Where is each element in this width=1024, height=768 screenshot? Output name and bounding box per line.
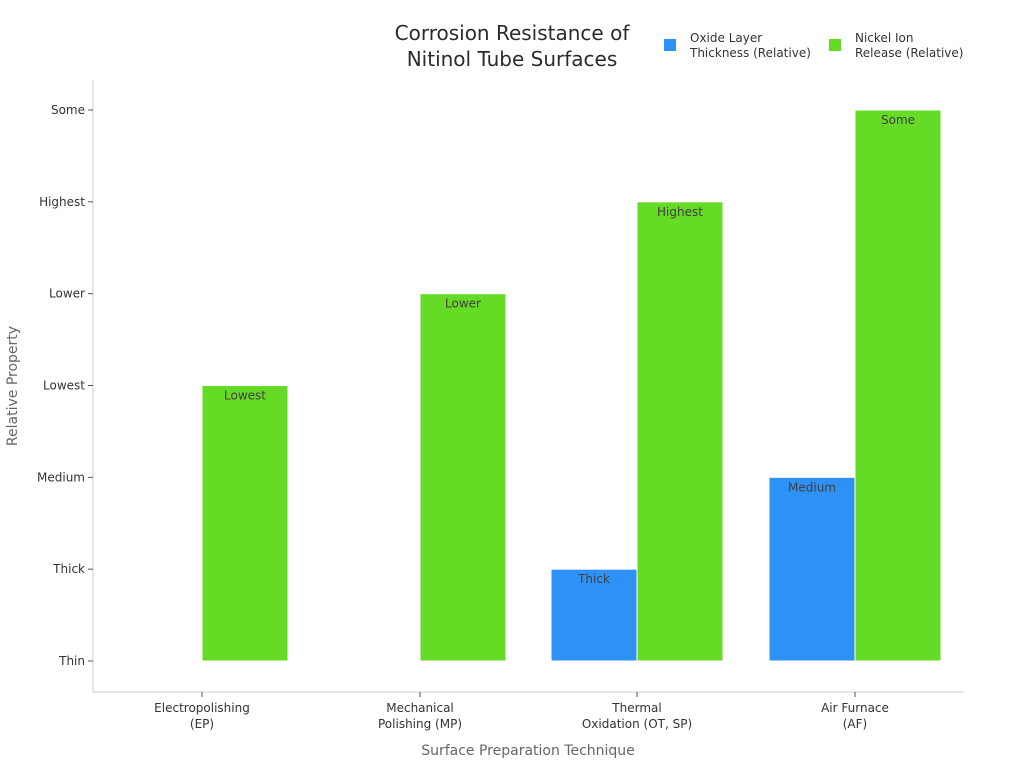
bar-nickel-ion-thermal: [636, 201, 724, 662]
y-tick-label-lowest: Lowest: [43, 379, 85, 393]
x-tick-label-thermal-oxidation-ot-sp: Thermal Oxidation (OT, SP): [582, 701, 692, 731]
bar-data-label: Lower: [445, 297, 481, 311]
bar-oxide-layer-thermal: [550, 568, 638, 662]
bar-nickel-ion-mechanical: [419, 293, 507, 662]
y-axis-label: Relative Property: [5, 326, 21, 446]
bar-data-label: Medium: [788, 480, 836, 494]
y-tick-label-highest: Highest: [39, 195, 85, 209]
x-tick-label-electropolishing-ep: Electropolishing (EP): [154, 701, 250, 731]
bar-labels-layer: Thick Medium Lowest Lower Highest Some: [224, 113, 915, 586]
x-axis-label: Surface Preparation Technique: [421, 743, 635, 759]
bar-nickel-ion-electropolishing: [201, 385, 289, 662]
bar-data-label: Thick: [577, 572, 610, 586]
bar-data-label: Highest: [657, 205, 703, 219]
y-ticks-layer: Thin Thick Medium Lowest Lower Highest Some: [37, 103, 93, 668]
legend-swatch-nickel-ion: [829, 39, 841, 51]
x-ticks-layer: Electropolishing (EP) Mechanical Polishing …: [154, 692, 889, 731]
bars-layer: [201, 109, 942, 662]
bar-oxide-layer-air-furnace: [768, 476, 856, 662]
bar-nickel-ion-air-furnace: [854, 109, 942, 662]
x-tick-label-air-furnace-af: Air Furnace (AF): [821, 701, 889, 731]
y-tick-label-lower: Lower: [49, 287, 85, 301]
y-tick-label-thin: Thin: [58, 654, 85, 668]
legend-swatch-oxide-layer: [664, 39, 676, 51]
bar-data-label: Lowest: [224, 389, 266, 403]
chart-title: Corrosion Resistance of Nitinol Tube Sur…: [394, 21, 630, 71]
y-tick-label-thick: Thick: [52, 562, 85, 576]
y-tick-label-some: Some: [51, 103, 85, 117]
bar-data-label: Some: [881, 113, 915, 127]
legend-label-oxide-layer: Oxide Layer Thickness (Relative): [690, 31, 811, 60]
x-tick-label-mechanical-polishing-mp: Mechanical Polishing (MP): [378, 701, 462, 731]
legend-label-nickel-ion: Nickel Ion Release (Relative): [855, 31, 964, 60]
y-tick-label-medium: Medium: [37, 470, 85, 484]
